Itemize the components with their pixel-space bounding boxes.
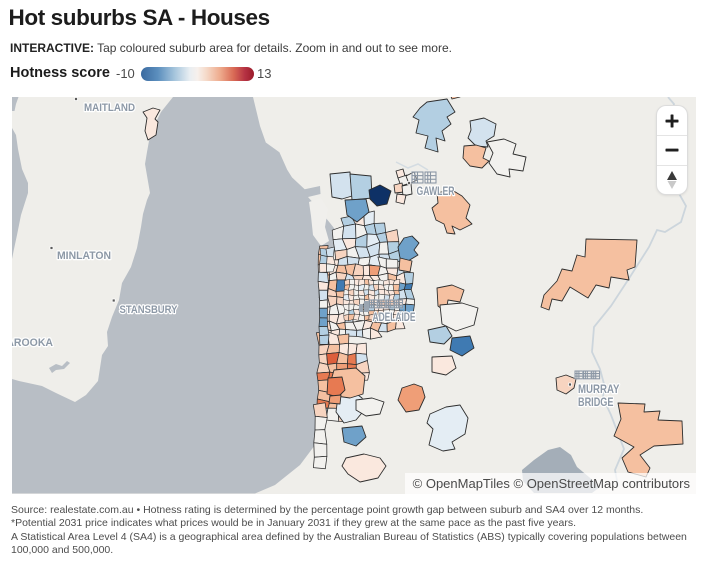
svg-text:WAROOKA: WAROOKA <box>12 337 53 349</box>
svg-text:MURRAY: MURRAY <box>578 382 620 396</box>
svg-text:BRIDGE: BRIDGE <box>578 395 614 409</box>
svg-text:ADELAIDE: ADELAIDE <box>373 310 416 324</box>
svg-text:GAWLER: GAWLER <box>417 184 455 198</box>
svg-text:MAITLAND: MAITLAND <box>84 102 135 114</box>
svg-text:MINLATON: MINLATON <box>57 250 111 262</box>
svg-text:STANSBURY: STANSBURY <box>120 304 179 316</box>
